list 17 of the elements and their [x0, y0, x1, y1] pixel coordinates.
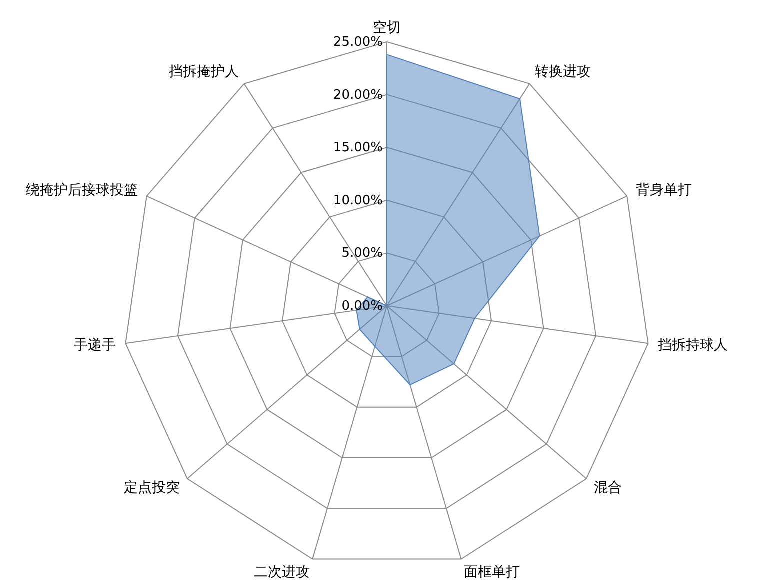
- spoke-label: 转换进攻: [535, 64, 592, 80]
- spoke-label: 二次进攻: [254, 564, 310, 581]
- spoke-label: 挡拆掩护人: [168, 64, 239, 80]
- y-tick-label: 20.00%: [333, 88, 383, 103]
- y-tick-label: 15.00%: [333, 140, 383, 156]
- y-tick-label: 10.00%: [333, 193, 383, 208]
- spoke-label: 定点投突: [124, 480, 180, 496]
- y-tick-label: 0.00%: [342, 299, 383, 314]
- y-tick-label: 5.00%: [342, 246, 383, 262]
- spoke-label: 面框单打: [464, 564, 520, 581]
- spoke-label: 绕掩护后接球投篮: [26, 182, 138, 199]
- spoke-label: 背身单打: [636, 182, 692, 199]
- spoke-label: 混合: [594, 480, 622, 496]
- spoke-label: 手递手: [74, 338, 116, 354]
- spoke-label: 挡拆持球人: [658, 338, 728, 354]
- y-tick-label: 25.00%: [333, 35, 383, 50]
- spoke-label: 空切: [373, 20, 401, 36]
